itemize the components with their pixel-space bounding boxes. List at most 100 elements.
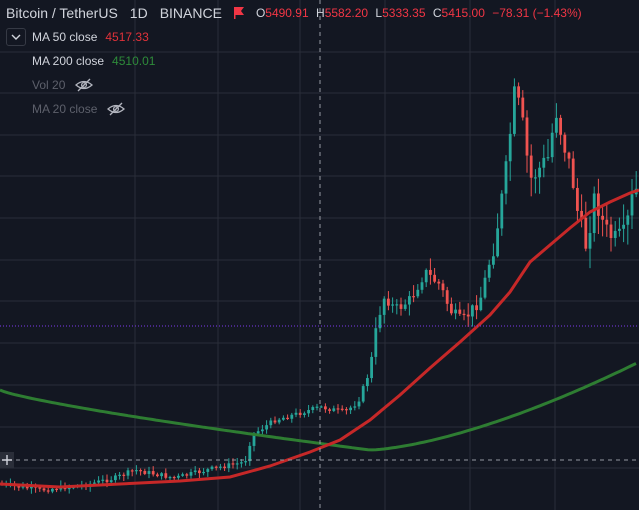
add-button[interactable]: [0, 452, 14, 468]
candle-body: [366, 378, 369, 387]
candle-body: [219, 466, 222, 468]
candle-body: [143, 470, 147, 474]
candle-body: [555, 117, 558, 133]
candle-body: [429, 269, 432, 275]
candle-body: [525, 117, 529, 156]
candle-body: [168, 476, 172, 479]
candle-body: [353, 406, 357, 408]
candle-body: [538, 167, 541, 178]
symbol-title[interactable]: Bitcoin / TetherUS: [6, 5, 118, 21]
candle-body: [618, 228, 621, 231]
candle-body: [622, 224, 625, 229]
candle-body: [626, 215, 630, 225]
candle-body: [592, 193, 596, 234]
candle-body: [403, 304, 407, 309]
low-label: L: [375, 6, 383, 20]
candle-body: [273, 420, 277, 423]
candle-body: [399, 304, 403, 309]
candle-body: [319, 406, 323, 408]
candle-body: [332, 408, 336, 411]
flag-icon[interactable]: [232, 6, 246, 20]
candle-body: [412, 296, 415, 298]
candle-body: [282, 417, 285, 420]
candle-body: [235, 463, 239, 465]
candle-body: [324, 406, 327, 410]
candle-body: [433, 274, 436, 282]
candle-body: [471, 305, 474, 317]
candle-body: [206, 469, 210, 472]
indicator-ma200[interactable]: MA 200 close 4510.01: [32, 54, 155, 68]
indicator-name: Vol 20: [32, 78, 66, 92]
candle-body: [576, 187, 579, 211]
candle-body: [46, 490, 50, 492]
candle-body: [311, 407, 315, 411]
candle-body: [571, 158, 575, 188]
candle-body: [454, 309, 457, 314]
eye-crossed-icon[interactable]: [107, 102, 126, 116]
candle-body: [151, 471, 155, 475]
candle-body: [437, 281, 441, 284]
candle-body: [424, 269, 428, 283]
candle-body: [30, 486, 33, 489]
low-value: 5333.35: [382, 6, 426, 20]
candle-body: [147, 471, 151, 474]
candle-body: [374, 328, 378, 357]
candle-body: [613, 230, 617, 238]
candle-body: [521, 97, 525, 118]
indicator-name: MA 200 close: [32, 54, 105, 68]
candle-body: [361, 386, 365, 402]
candle-body: [256, 431, 260, 434]
candle-body: [118, 474, 121, 476]
candle-body: [185, 474, 189, 476]
candle-body: [231, 463, 235, 465]
exchange-label: BINANCE: [159, 5, 222, 21]
indicator-ma20[interactable]: MA 20 close: [32, 102, 126, 116]
candle-body: [130, 470, 134, 472]
candle-body: [198, 470, 201, 474]
candle-body: [391, 304, 394, 306]
candle-body: [114, 475, 117, 481]
candle-body: [189, 472, 193, 476]
candle-body: [214, 466, 218, 468]
candle-body: [303, 413, 306, 415]
candle-body: [55, 488, 58, 491]
candle-body: [42, 488, 46, 491]
indicator-vol20[interactable]: Vol 20: [32, 78, 94, 92]
candle-body: [21, 486, 25, 488]
high-label: H: [316, 6, 325, 20]
candle-body: [487, 264, 491, 278]
candle-body: [109, 480, 113, 483]
candle-body: [298, 412, 302, 415]
candle-body: [387, 298, 390, 306]
candle-body: [345, 409, 348, 411]
candle-body: [38, 487, 42, 489]
candle-body: [542, 157, 546, 168]
candle-body: [445, 290, 449, 304]
indicator-ma50[interactable]: MA 50 close 4517.33: [0, 28, 149, 46]
candle-body: [609, 224, 613, 238]
interval-label[interactable]: 1D: [129, 5, 148, 21]
candle-body: [466, 314, 470, 317]
indicator-name: MA 20 close: [32, 102, 98, 116]
open-value: 5490.91: [265, 6, 309, 20]
candle-body: [307, 410, 310, 414]
eye-crossed-icon[interactable]: [75, 78, 94, 92]
candle-body: [25, 486, 29, 489]
change-value: −78.31 (−1.43%): [492, 6, 582, 20]
candle-body: [210, 466, 214, 470]
candle-body: [156, 474, 159, 477]
candle-body: [340, 408, 344, 410]
collapse-legend-button[interactable]: [6, 28, 26, 46]
candle-body: [395, 304, 399, 306]
candle-body: [277, 419, 281, 423]
candle-body: [517, 86, 520, 98]
candle-body: [181, 474, 184, 476]
candle-body: [286, 417, 289, 419]
candle-body: [508, 133, 512, 162]
candle-body: [580, 210, 583, 218]
candle-body: [513, 86, 516, 134]
candle-body: [534, 177, 537, 179]
candle-body: [416, 289, 420, 297]
